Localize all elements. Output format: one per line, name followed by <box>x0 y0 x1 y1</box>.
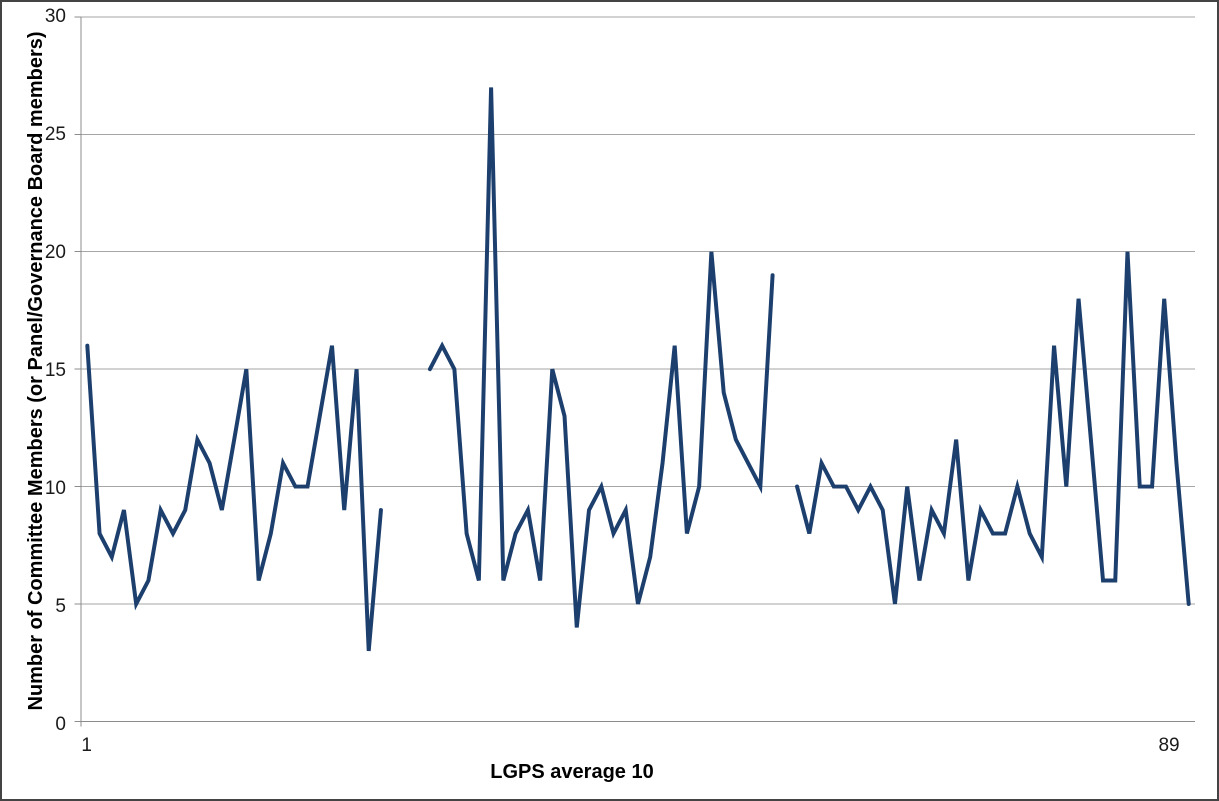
x-axis-title: LGPS average 10 <box>490 761 654 783</box>
data-line <box>427 87 775 628</box>
y-tick-label: 30 <box>44 6 66 27</box>
y-tick-label: 0 <box>55 714 66 735</box>
data-line <box>795 251 1191 606</box>
y-tick-label: 5 <box>55 596 66 617</box>
y-tick-label: 25 <box>44 124 66 145</box>
y-tick-label: 10 <box>44 478 66 499</box>
x-tick-label: 89 <box>1158 735 1180 756</box>
x-tick-label: 1 <box>81 735 92 756</box>
y-tick-label: 20 <box>44 242 66 263</box>
y-tick-label: 15 <box>44 360 66 381</box>
data-line <box>85 343 383 652</box>
